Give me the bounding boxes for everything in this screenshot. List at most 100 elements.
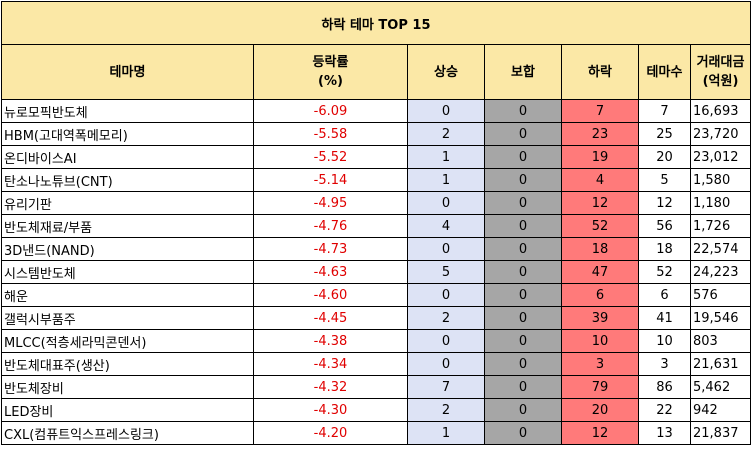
flat-count-cell: 0 — [484, 329, 562, 353]
up-count-cell: 0 — [407, 352, 485, 376]
up-count-cell: 2 — [407, 122, 485, 146]
flat-count-cell: 0 — [484, 122, 562, 146]
flat-count-cell: 0 — [484, 375, 562, 399]
flat-count-cell: 0 — [484, 398, 562, 422]
theme-name-cell: 뉴로모픽반도체 — [1, 99, 254, 123]
table-row: 반도체장비 -4.32 7 0 79 86 5,462 — [1, 375, 752, 399]
flat-count-cell: 0 — [484, 214, 562, 238]
theme-name-cell: 반도체재료/부품 — [1, 214, 254, 238]
flat-count-cell: 0 — [484, 421, 562, 445]
up-count-cell: 0 — [407, 99, 485, 123]
theme-name-cell: 3D낸드(NAND) — [1, 237, 254, 261]
rate-cell: -4.63 — [253, 260, 408, 284]
table-row: 3D낸드(NAND) -4.73 0 0 18 18 22,574 — [1, 237, 752, 261]
table-row: 탄소나노튜브(CNT) -5.14 1 0 4 5 1,580 — [1, 168, 752, 192]
volume-cell: 1,726 — [689, 214, 752, 238]
theme-count-cell: 22 — [638, 398, 691, 422]
theme-count-cell: 12 — [638, 191, 691, 215]
header-volume-unit: (억원) — [702, 74, 739, 89]
flat-count-cell: 0 — [484, 237, 562, 261]
rate-cell: -4.34 — [253, 352, 408, 376]
up-count-cell: 1 — [407, 168, 485, 192]
theme-table-container: 하락 테마 TOP 15 테마명 등락률 (%) 상승 보합 하락 테마수 거래대… — [0, 1, 752, 445]
up-count-cell: 4 — [407, 214, 485, 238]
flat-count-cell: 0 — [484, 260, 562, 284]
table-row: 온디바이스AI -5.52 1 0 19 20 23,012 — [1, 145, 752, 169]
table-row: 해운 -4.60 0 0 6 6 576 — [1, 283, 752, 307]
table-row: 유리기판 -4.95 0 0 12 12 1,180 — [1, 191, 752, 215]
header-flat: 보합 — [484, 44, 562, 100]
theme-count-cell: 20 — [638, 145, 691, 169]
down-count-cell: 10 — [561, 329, 639, 353]
theme-count-cell: 52 — [638, 260, 691, 284]
theme-count-cell: 10 — [638, 329, 691, 353]
volume-cell: 576 — [689, 283, 752, 307]
theme-count-cell: 13 — [638, 421, 691, 445]
theme-name-cell: MLCC(적층세라믹콘덴서) — [1, 329, 254, 353]
table-row: MLCC(적층세라믹콘덴서) -4.38 0 0 10 10 803 — [1, 329, 752, 353]
up-count-cell: 7 — [407, 375, 485, 399]
theme-name-cell: 시스템반도체 — [1, 260, 254, 284]
theme-count-cell: 18 — [638, 237, 691, 261]
table-body: 뉴로모픽반도체 -6.09 0 0 7 7 16,693 HBM(고대역폭메모리) -5.58 2… — [1, 99, 752, 445]
theme-name-cell: 해운 — [1, 283, 254, 307]
theme-count-cell: 25 — [638, 122, 691, 146]
table-row: 반도체대표주(생산) -4.34 0 0 3 3 21,631 — [1, 352, 752, 376]
volume-cell: 23,012 — [689, 145, 752, 169]
down-count-cell: 4 — [561, 168, 639, 192]
theme-name-cell: 유리기판 — [1, 191, 254, 215]
rate-cell: -4.20 — [253, 421, 408, 445]
table-row: LED장비 -4.30 2 0 20 22 942 — [1, 398, 752, 422]
volume-cell: 16,693 — [689, 99, 752, 123]
header-row: 테마명 등락률 (%) 상승 보합 하락 테마수 거래대금 (억원) — [1, 44, 752, 100]
header-up: 상승 — [407, 44, 485, 100]
up-count-cell: 2 — [407, 306, 485, 330]
rate-cell: -5.52 — [253, 145, 408, 169]
up-count-cell: 0 — [407, 283, 485, 307]
theme-name-cell: LED장비 — [1, 398, 254, 422]
up-count-cell: 0 — [407, 329, 485, 353]
rate-cell: -4.38 — [253, 329, 408, 353]
table-row: 갤럭시부품주 -4.45 2 0 39 41 19,546 — [1, 306, 752, 330]
flat-count-cell: 0 — [484, 306, 562, 330]
theme-name-cell: 반도체대표주(생산) — [1, 352, 254, 376]
rate-cell: -4.45 — [253, 306, 408, 330]
up-count-cell: 5 — [407, 260, 485, 284]
down-count-cell: 79 — [561, 375, 639, 399]
down-count-cell: 12 — [561, 191, 639, 215]
rate-cell: -5.58 — [253, 122, 408, 146]
down-count-cell: 20 — [561, 398, 639, 422]
volume-cell: 942 — [689, 398, 752, 422]
header-count: 테마수 — [638, 44, 691, 100]
rate-cell: -4.32 — [253, 375, 408, 399]
theme-count-cell: 3 — [638, 352, 691, 376]
flat-count-cell: 0 — [484, 168, 562, 192]
theme-count-cell: 7 — [638, 99, 691, 123]
rate-cell: -4.60 — [253, 283, 408, 307]
down-count-cell: 6 — [561, 283, 639, 307]
flat-count-cell: 0 — [484, 352, 562, 376]
table-title: 하락 테마 TOP 15 — [0, 1, 752, 45]
header-down: 하락 — [561, 44, 639, 100]
rate-cell: -6.09 — [253, 99, 408, 123]
theme-name-cell: 반도체장비 — [1, 375, 254, 399]
header-rate-unit: (%) — [318, 74, 343, 89]
flat-count-cell: 0 — [484, 145, 562, 169]
flat-count-cell: 0 — [484, 99, 562, 123]
down-count-cell: 12 — [561, 421, 639, 445]
rate-cell: -4.95 — [253, 191, 408, 215]
volume-cell: 21,837 — [689, 421, 752, 445]
theme-name-cell: 갤럭시부품주 — [1, 306, 254, 330]
down-count-cell: 7 — [561, 99, 639, 123]
up-count-cell: 0 — [407, 191, 485, 215]
header-volume: 거래대금 (억원) — [689, 44, 752, 100]
up-count-cell: 0 — [407, 237, 485, 261]
volume-cell: 21,631 — [689, 352, 752, 376]
table-row: HBM(고대역폭메모리) -5.58 2 0 23 25 23,720 — [1, 122, 752, 146]
up-count-cell: 1 — [407, 145, 485, 169]
rate-cell: -4.30 — [253, 398, 408, 422]
up-count-cell: 2 — [407, 398, 485, 422]
volume-cell: 1,180 — [689, 191, 752, 215]
theme-count-cell: 86 — [638, 375, 691, 399]
volume-cell: 24,223 — [689, 260, 752, 284]
